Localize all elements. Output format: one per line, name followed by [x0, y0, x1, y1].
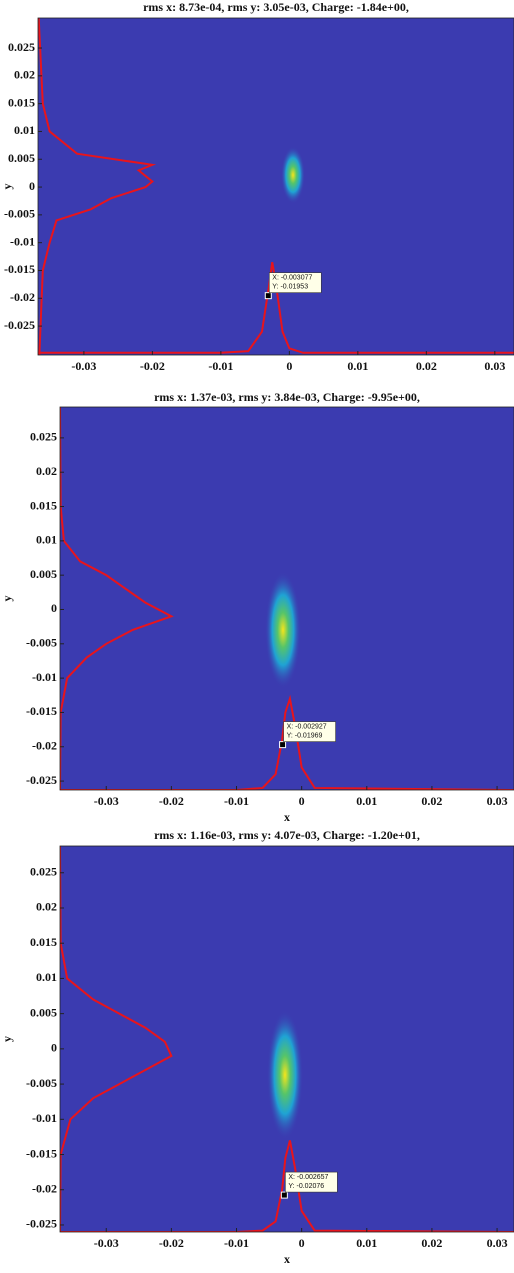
- x-tick-label: 0: [299, 1236, 305, 1250]
- y-tick-label: 0.015: [30, 498, 57, 512]
- y-tick-label: -0.02: [10, 290, 35, 304]
- y-tick-label: -0.005: [26, 1076, 57, 1090]
- y-tick-label: 0: [51, 1041, 57, 1055]
- data-tip-box: [283, 721, 336, 742]
- x-tick-label: 0.03: [487, 794, 508, 808]
- x-tick-label: -0.02: [159, 794, 184, 808]
- plot-content: [38, 18, 514, 355]
- y-tick-label: -0.025: [4, 318, 35, 332]
- x-tick-label: 0.02: [416, 359, 437, 373]
- y-profile: [60, 846, 173, 1232]
- plot-frame: [59, 406, 514, 791]
- y-tick-label: -0.025: [26, 1217, 57, 1231]
- x-tick-label: 0.01: [347, 359, 368, 373]
- chart-title: rms x: 8.73e-04, rms y: 3.05e-03, Charge…: [143, 0, 409, 14]
- y-tick-label: -0.01: [32, 1111, 57, 1125]
- x-tick-label: 0.02: [421, 794, 442, 808]
- y-profile: [60, 407, 174, 790]
- x-tick-label: 0.02: [421, 1236, 442, 1250]
- x-profile: [38, 261, 514, 354]
- x-tick-label: -0.01: [224, 1236, 249, 1250]
- y-tick-label: -0.015: [26, 704, 57, 718]
- y-tick-label: -0.005: [4, 207, 35, 221]
- x-tick-label: 0.01: [356, 1236, 377, 1250]
- data-tip-label: Y: -0.01969: [287, 732, 323, 739]
- y-tick-label: -0.02: [32, 739, 57, 753]
- plot-frame: [37, 17, 514, 356]
- data-tip-label: X: -0.003077: [272, 275, 312, 282]
- data-tip-label: X: -0.002927: [287, 723, 327, 730]
- y-axis-label: y: [0, 184, 14, 190]
- beam-spot: [281, 146, 305, 204]
- plot-content: [60, 407, 514, 790]
- y-tick-label: -0.025: [26, 773, 57, 787]
- y-tick-label: -0.01: [10, 234, 35, 248]
- x-tick-label: 0.03: [484, 359, 505, 373]
- y-tick-label: 0.02: [36, 464, 57, 478]
- plot-frame: [59, 845, 514, 1233]
- beam-spot: [265, 571, 301, 689]
- x-tick-label: -0.02: [140, 359, 165, 373]
- chart-title: rms x: 1.37e-03, rms y: 3.84e-03, Charge…: [154, 390, 420, 404]
- y-tick-label: -0.015: [4, 262, 35, 276]
- x-tick-label: -0.01: [208, 359, 233, 373]
- data-tip-box: [285, 1171, 338, 1193]
- data-tip-marker: [264, 292, 272, 300]
- data-tip-marker: [280, 1191, 288, 1199]
- y-tick-label: 0.005: [30, 1005, 57, 1019]
- plot-area: [38, 18, 514, 355]
- data-tip-marker: [279, 741, 287, 749]
- y-tick-label: -0.015: [26, 1146, 57, 1160]
- x-tick-label: 0: [286, 359, 292, 373]
- x-axis-label: x: [284, 1252, 290, 1266]
- y-tick-label: 0.015: [30, 935, 57, 949]
- data-tip-box: [268, 272, 322, 293]
- data-tip-label: Y: -0.01953: [272, 284, 308, 291]
- x-tick-label: -0.02: [159, 1236, 184, 1250]
- beam-spot: [267, 1010, 303, 1140]
- x-tick-label: -0.03: [71, 359, 96, 373]
- y-tick-label: 0.005: [8, 151, 35, 165]
- y-tick-label: -0.02: [32, 1181, 57, 1195]
- y-tick-label: 0.01: [14, 123, 35, 137]
- x-tick-label: -0.03: [94, 794, 119, 808]
- y-tick-label: 0: [29, 179, 35, 193]
- x-tick-label: -0.01: [224, 794, 249, 808]
- y-tick-label: -0.005: [26, 636, 57, 650]
- y-tick-label: 0.025: [30, 430, 57, 444]
- data-tip-label: X: -0.002657: [288, 1174, 328, 1181]
- y-tick-label: 0.025: [8, 40, 35, 54]
- y-tick-label: 0.02: [14, 68, 35, 82]
- y-axis-label: y: [0, 596, 14, 602]
- y-axis-label: y: [0, 1036, 14, 1042]
- chart-title: rms x: 1.16e-03, rms y: 4.07e-03, Charge…: [154, 828, 420, 842]
- x-profile: [60, 1140, 514, 1232]
- plot-content: [60, 846, 514, 1232]
- x-profile: [60, 694, 514, 790]
- y-tick-label: 0.005: [30, 567, 57, 581]
- x-tick-label: 0.01: [356, 794, 377, 808]
- y-tick-label: -0.01: [32, 670, 57, 684]
- y-tick-label: 0.01: [36, 970, 57, 984]
- x-tick-label: -0.03: [94, 1236, 119, 1250]
- x-tick-label: 0.03: [487, 1236, 508, 1250]
- y-tick-label: 0.025: [30, 865, 57, 879]
- y-tick-label: 0.02: [36, 900, 57, 914]
- x-axis-label: x: [284, 810, 290, 824]
- y-tick-label: 0: [51, 601, 57, 615]
- y-tick-label: 0.015: [8, 95, 35, 109]
- y-profile: [38, 18, 157, 355]
- data-tip-label: Y: -0.02076: [288, 1183, 324, 1190]
- x-tick-label: 0: [299, 794, 305, 808]
- y-tick-label: 0.01: [36, 533, 57, 547]
